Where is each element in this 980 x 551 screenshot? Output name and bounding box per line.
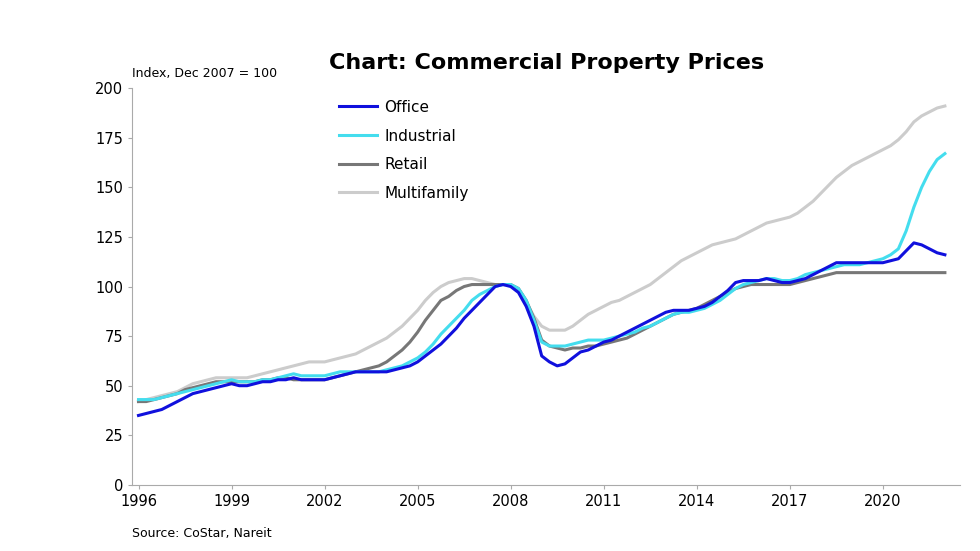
Multifamily (140, 396, 152, 403)
Industrial (722, 291, 734, 298)
Line: Retail: Retail (138, 273, 945, 402)
Office (481, 291, 493, 298)
Industrial (714, 297, 726, 304)
Office (939, 251, 951, 258)
Line: Industrial: Industrial (138, 154, 945, 399)
Retail (140, 398, 152, 405)
Multifamily (923, 109, 935, 115)
Legend: Office, Industrial, Retail, Multifamily: Office, Industrial, Retail, Multifamily (339, 100, 468, 201)
Multifamily (481, 279, 493, 286)
Industrial (923, 168, 935, 175)
Retail (241, 379, 253, 385)
Retail (830, 269, 842, 276)
Industrial (140, 396, 152, 403)
Multifamily (722, 237, 734, 244)
Retail (931, 269, 943, 276)
Industrial (241, 379, 253, 385)
Retail (714, 293, 726, 300)
Multifamily (241, 375, 253, 381)
Text: Index, Dec 2007 = 100: Index, Dec 2007 = 100 (132, 67, 277, 80)
Office (241, 382, 253, 389)
Retail (481, 281, 493, 288)
Industrial (132, 396, 144, 403)
Retail (939, 269, 951, 276)
Office (931, 250, 943, 256)
Text: Source: CoStar, Nareit: Source: CoStar, Nareit (132, 527, 271, 540)
Line: Multifamily: Multifamily (138, 106, 945, 402)
Industrial (939, 150, 951, 157)
Office (714, 293, 726, 300)
Title: Chart: Commercial Property Prices: Chart: Commercial Property Prices (328, 53, 764, 73)
Retail (722, 289, 734, 296)
Office (722, 287, 734, 294)
Line: Office: Office (138, 243, 945, 415)
Multifamily (939, 102, 951, 109)
Industrial (481, 287, 493, 294)
Multifamily (132, 398, 144, 405)
Office (132, 412, 144, 419)
Office (908, 240, 920, 246)
Retail (132, 398, 144, 405)
Multifamily (714, 240, 726, 246)
Office (140, 410, 152, 417)
